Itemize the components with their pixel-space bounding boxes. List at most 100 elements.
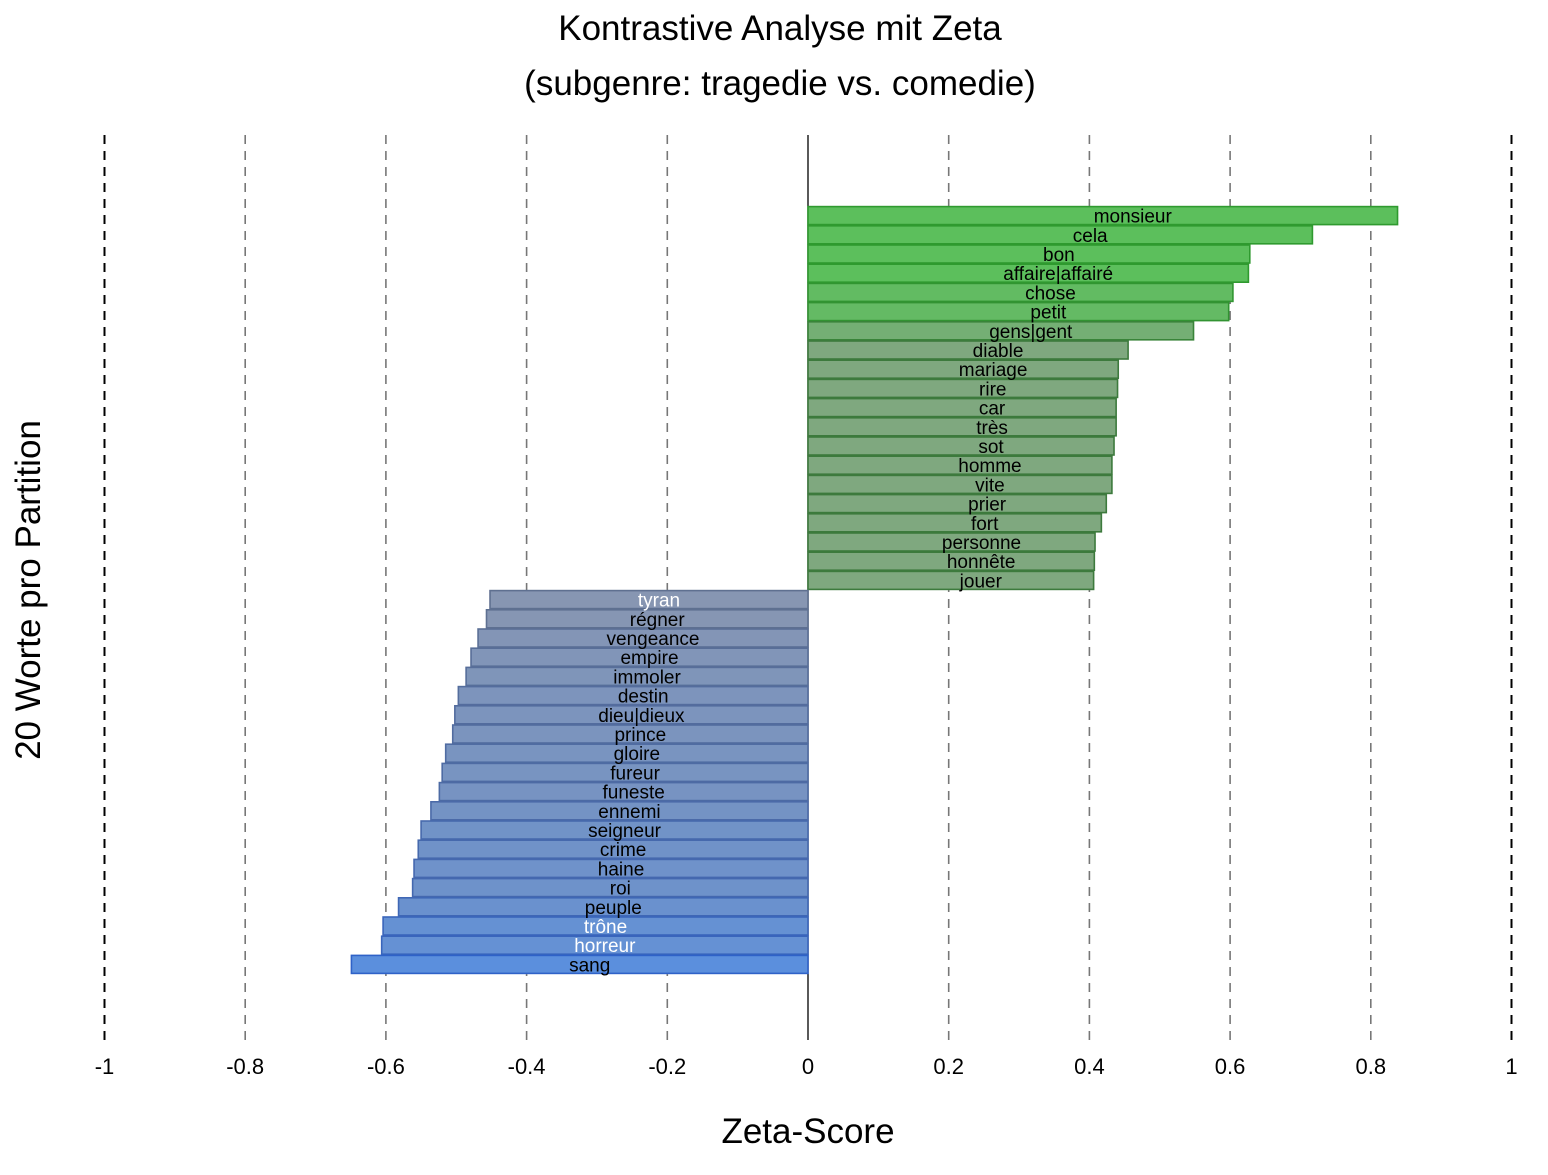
- bar-label: peuple: [585, 898, 642, 919]
- bar-label: honnête: [947, 552, 1016, 573]
- bar-label: fort: [971, 514, 999, 535]
- bar: [807, 397, 1117, 418]
- bar-label: très: [976, 418, 1008, 439]
- bar-label: crime: [600, 840, 646, 861]
- bar-label: gens|gent: [989, 322, 1073, 343]
- bar-label: régner: [630, 610, 686, 631]
- bar-label: prince: [614, 725, 666, 746]
- bar: [807, 359, 1120, 380]
- chart-title: Kontrastive Analyse mit Zeta: [558, 9, 1002, 48]
- bar-label: rire: [979, 379, 1006, 400]
- bar-label: trône: [584, 917, 627, 938]
- bar-label: destin: [618, 687, 669, 708]
- bar-labels: monsieurcelabonaffaire|affairéchosepetit…: [569, 207, 1172, 977]
- bar: [454, 704, 809, 725]
- bar: [807, 263, 1250, 284]
- bar-label: car: [979, 399, 1006, 420]
- bar: [807, 455, 1113, 476]
- bar-label: roi: [610, 879, 631, 900]
- y-axis-title: 20 Worte pro Partition: [9, 420, 48, 760]
- bar: [413, 858, 809, 879]
- x-tick-label: 0.8: [1356, 1054, 1387, 1079]
- bar-label: affaire|affairé: [1003, 264, 1113, 285]
- x-tick-label: 0.4: [1074, 1054, 1105, 1079]
- bar-label: sang: [569, 955, 610, 976]
- bar-label: vengeance: [607, 629, 700, 650]
- bar: [420, 820, 809, 840]
- x-tick-label: -1: [95, 1054, 115, 1079]
- x-tick-label: 1: [1505, 1054, 1517, 1079]
- bar: [489, 589, 809, 610]
- bar: [807, 416, 1117, 437]
- bar: [807, 551, 1096, 572]
- bar-label: haine: [598, 859, 645, 880]
- bar-label: homme: [958, 456, 1021, 477]
- bar: [807, 512, 1103, 533]
- bar: [477, 628, 809, 648]
- bar-label: jouer: [959, 571, 1003, 592]
- bar: [807, 570, 1095, 591]
- bar: [807, 205, 1399, 226]
- bar: [451, 724, 809, 744]
- x-tick-label: -0.4: [508, 1054, 546, 1079]
- bar: [807, 436, 1115, 456]
- bar: [807, 532, 1096, 552]
- bar: [807, 320, 1195, 341]
- bar-label: ennemi: [598, 802, 660, 823]
- bar-label: vite: [975, 475, 1005, 496]
- chart-subtitle: (subgenre: tragedie vs. comedie): [524, 64, 1036, 103]
- x-tick-label: 0: [802, 1054, 814, 1079]
- bar-label: monsieur: [1094, 207, 1173, 228]
- bar-label: empire: [620, 648, 678, 669]
- x-tick-labels: -1 -0.8 -0.6 -0.4 -0.2 0 0.2 0.4 0.6 0.8 1: [95, 1054, 1518, 1079]
- bar-label: diable: [973, 341, 1024, 362]
- bar-label: seigneur: [588, 821, 662, 842]
- x-tick-label: -0.6: [367, 1054, 405, 1079]
- bar: [350, 954, 809, 975]
- bar-label: horreur: [574, 936, 636, 957]
- bar-label: tyran: [638, 591, 680, 612]
- bar: [807, 301, 1230, 322]
- bar: [444, 743, 809, 764]
- bar: [438, 781, 809, 802]
- bar: [465, 666, 809, 687]
- bar: [397, 896, 809, 917]
- x-tick-label: 0.6: [1215, 1054, 1246, 1079]
- bar: [430, 800, 809, 821]
- bar: [807, 378, 1119, 399]
- bar-label: fureur: [610, 763, 660, 784]
- x-tick-label: -0.8: [226, 1054, 264, 1079]
- bar-label: bon: [1043, 245, 1075, 266]
- bar-label: funeste: [603, 783, 665, 804]
- bar: [807, 493, 1108, 514]
- bar-label: petit: [1030, 303, 1067, 324]
- bar: [411, 877, 809, 898]
- bars: [350, 205, 1399, 975]
- bar-label: prier: [968, 495, 1007, 516]
- bar: [807, 244, 1251, 264]
- bar: [380, 935, 809, 956]
- bar-label: personne: [942, 533, 1021, 554]
- bar: [807, 340, 1129, 360]
- bar-label: mariage: [959, 360, 1028, 381]
- bar: [807, 225, 1314, 245]
- bar-label: immoler: [613, 667, 681, 688]
- bar: [441, 762, 809, 783]
- bar: [807, 282, 1234, 303]
- bar: [382, 916, 809, 936]
- x-axis-title: Zeta-Score: [721, 1112, 894, 1151]
- x-tick-label: -0.2: [648, 1054, 686, 1079]
- bar: [457, 685, 809, 706]
- bar-label: dieu|dieux: [598, 706, 685, 727]
- bar-label: chose: [1025, 283, 1076, 304]
- x-tick-label: 0.2: [933, 1054, 964, 1079]
- bar: [807, 474, 1113, 495]
- bar: [485, 608, 809, 629]
- bar-label: sot: [978, 437, 1004, 458]
- bar: [470, 647, 809, 668]
- bar: [417, 839, 809, 860]
- bar-label: cela: [1073, 226, 1108, 247]
- bar-label: gloire: [614, 744, 660, 765]
